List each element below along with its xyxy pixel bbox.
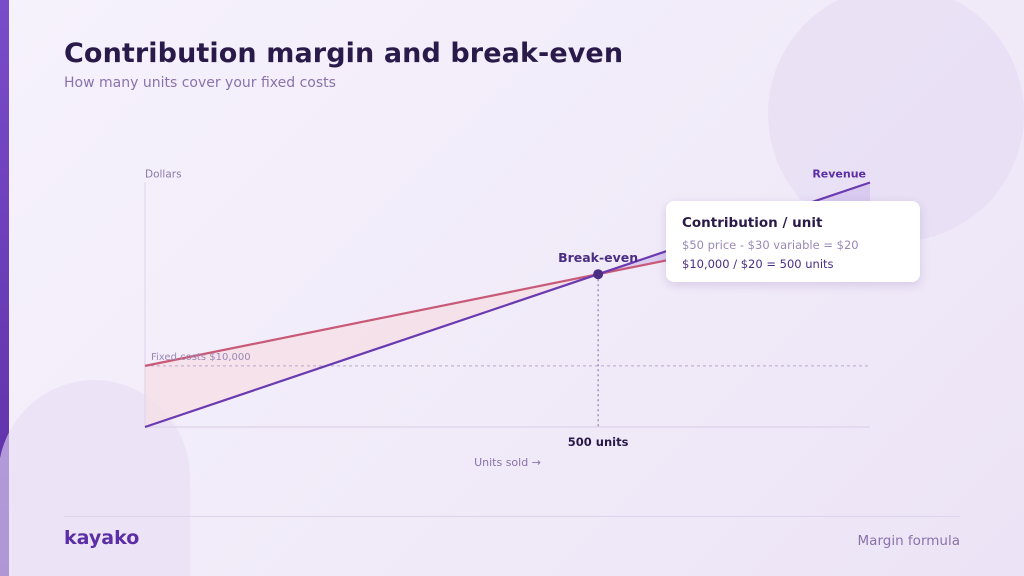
fixed-costs-label: Fixed costs $10,000 <box>151 352 251 363</box>
break-even-point <box>593 269 604 280</box>
revenue-series-label: Revenue <box>812 168 866 181</box>
x-axis-label: Units sold → <box>474 456 541 469</box>
callout-result: $10,000 / $20 = 500 units <box>682 257 834 271</box>
accent-bar <box>0 0 9 576</box>
footer-divider <box>64 516 960 517</box>
callout-formula: $50 price - $30 variable = $20 <box>682 238 859 252</box>
footer-label: Margin formula <box>857 533 960 549</box>
break-even-label: Break-even <box>558 250 638 265</box>
slide-subtitle: How many units cover your fixed costs <box>64 75 336 91</box>
callout-title: Contribution / unit <box>682 215 823 231</box>
y-axis-label: Dollars <box>145 169 182 181</box>
slide-title: Contribution margin and break-even <box>64 38 624 69</box>
contribution-callout: Contribution / unit $50 price - $30 vari… <box>666 201 920 282</box>
break-even-tick-label: 500 units <box>568 435 629 449</box>
brand-logo: kayako <box>64 527 140 549</box>
